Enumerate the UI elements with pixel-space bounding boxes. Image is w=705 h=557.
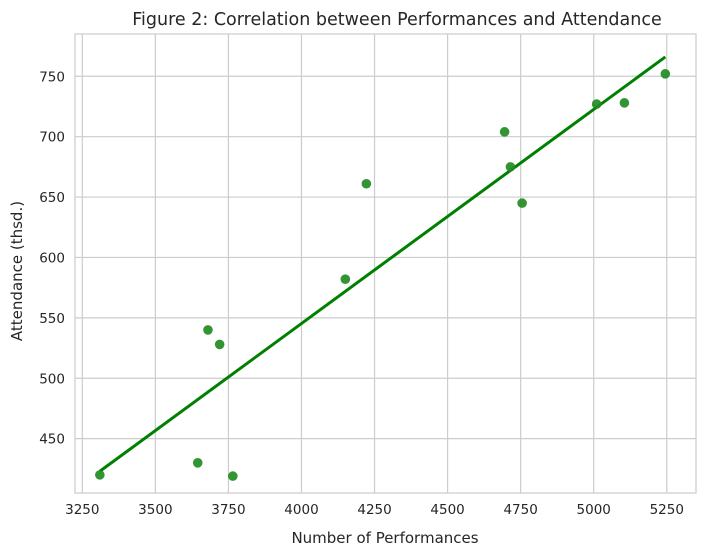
data-point bbox=[214, 339, 225, 350]
x-axis-label: Number of Performances bbox=[291, 529, 478, 547]
y-tick-label: 650 bbox=[39, 190, 65, 206]
data-point bbox=[340, 274, 351, 285]
trendline bbox=[98, 55, 667, 473]
y-tick-label: 450 bbox=[39, 432, 65, 448]
data-point bbox=[517, 198, 527, 208]
data-points bbox=[95, 69, 671, 481]
x-tick-label: 3750 bbox=[211, 502, 245, 518]
y-axis-label: Attendance (thsd.) bbox=[8, 201, 26, 341]
data-point bbox=[499, 127, 510, 137]
data-point bbox=[591, 99, 602, 109]
x-tick-label: 4250 bbox=[357, 502, 391, 518]
x-tick-label: 5000 bbox=[577, 502, 611, 518]
x-tick-label: 3250 bbox=[65, 502, 99, 518]
x-tick-label: 4500 bbox=[430, 502, 464, 518]
x-tick-label: 3500 bbox=[138, 502, 172, 518]
x-tick-label: 5250 bbox=[650, 502, 684, 518]
y-tick-label: 500 bbox=[39, 371, 65, 387]
data-point bbox=[361, 178, 372, 189]
data-point bbox=[505, 162, 516, 172]
y-tick-label: 550 bbox=[39, 311, 65, 327]
data-point bbox=[660, 69, 671, 79]
y-ticks: 450 500 550 600 650 700 750 bbox=[39, 69, 65, 447]
data-point bbox=[95, 470, 105, 480]
data-point bbox=[228, 471, 238, 481]
x-tick-label: 4750 bbox=[503, 502, 537, 518]
data-point bbox=[203, 325, 213, 335]
x-ticks: 3250 3500 3750 4000 4250 4500 4750 5000 5250 bbox=[65, 502, 684, 518]
plot-frame bbox=[74, 33, 697, 494]
grid bbox=[75, 34, 696, 493]
x-tick-label: 4000 bbox=[284, 502, 318, 518]
y-tick-label: 700 bbox=[39, 130, 65, 146]
chart-title: Figure 2: Correlation between Performanc… bbox=[132, 10, 662, 30]
data-point bbox=[192, 458, 203, 468]
y-tick-label: 750 bbox=[39, 69, 65, 85]
data-point bbox=[619, 98, 630, 108]
y-tick-label: 600 bbox=[39, 250, 65, 266]
